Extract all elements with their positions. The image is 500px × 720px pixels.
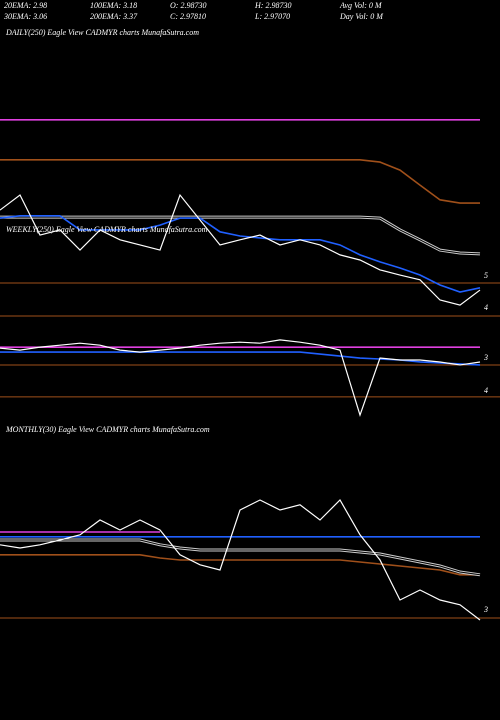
- header-stat: 30EMA: 3.06: [3, 12, 47, 21]
- y-tick-label: 3: [483, 605, 488, 614]
- series-line: [0, 215, 481, 293]
- header-stat: O: 2.98730: [170, 1, 206, 10]
- header-stat: Avg Vol: 0 M: [339, 1, 383, 10]
- series-line-core: [0, 539, 481, 576]
- series-line-core: [0, 216, 481, 255]
- series-line: [0, 554, 480, 576]
- header-stat: 200EMA: 3.37: [90, 12, 138, 21]
- y-tick-label: 4: [484, 303, 488, 312]
- panel-title: DAILY(250) Eagle View CADMYR charts Muna…: [5, 28, 199, 37]
- y-tick-label: 5: [484, 271, 488, 280]
- header-stat: H: 2.98730: [254, 1, 291, 10]
- panel-title: WEEKLY(250) Eagle View CADMYR charts Mun…: [6, 225, 208, 234]
- series-line: [0, 159, 480, 204]
- series-line: [0, 339, 481, 417]
- header-stat: C: 2.97810: [170, 12, 206, 21]
- panel-title: MONTHLY(30) Eagle View CADMYR charts Mun…: [5, 425, 210, 434]
- header-stat: 20EMA: 2.98: [4, 1, 47, 10]
- header-stat: 100EMA: 3.18: [90, 1, 137, 10]
- y-tick-label: 4: [484, 386, 488, 395]
- series-line: [0, 499, 481, 621]
- header-stat: L: 2.97070: [254, 12, 290, 21]
- header-stat: Day Vol: 0 M: [339, 12, 384, 21]
- y-tick-label: 3: [483, 353, 488, 362]
- series-line: [0, 193, 481, 306]
